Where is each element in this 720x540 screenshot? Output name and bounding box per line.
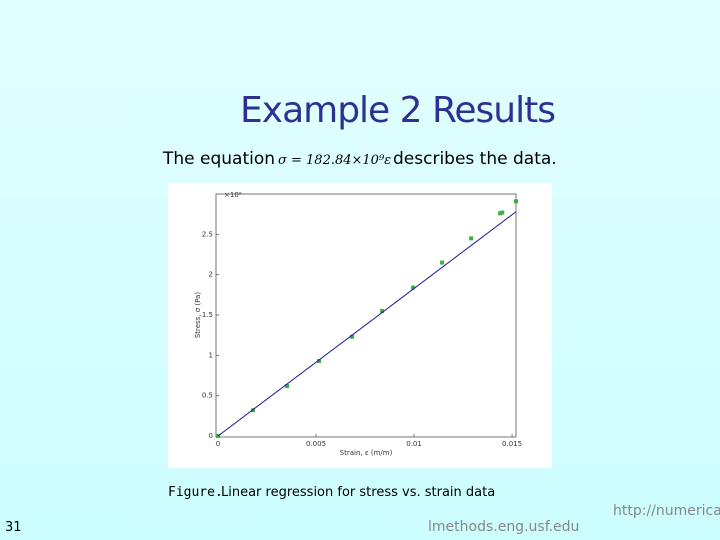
data-point xyxy=(469,236,474,241)
axes-box xyxy=(215,193,517,438)
fit-line xyxy=(217,211,517,437)
data-point xyxy=(500,210,505,215)
data-point xyxy=(316,358,321,363)
data-point xyxy=(498,211,503,216)
y-tick-label: 2 xyxy=(209,271,213,279)
data-point xyxy=(514,199,518,204)
x-tick-label: 0 xyxy=(216,440,220,448)
y-axis-label: Stress, σ (Pa) xyxy=(194,292,202,339)
footer: lmethods.eng.usf.edu xyxy=(428,519,580,535)
trail-text: describes the data. xyxy=(393,149,557,169)
data-point xyxy=(350,334,355,339)
equation: σ = 182.84×10⁹ε xyxy=(278,153,392,168)
chart: ×10⁹ Strain, ε (m/m) Stress, σ (Pa) 0 0.5… xyxy=(168,183,552,468)
data-point xyxy=(440,260,445,265)
y-tick-label: 0 xyxy=(209,432,213,440)
figure-background xyxy=(168,183,552,468)
y-tick-label: 1.5 xyxy=(202,311,213,319)
title: Example 2 Results xyxy=(240,90,556,131)
caption-label: Figure. xyxy=(168,485,223,500)
x-tick-label: 0.01 xyxy=(406,440,422,448)
data-point xyxy=(285,383,290,388)
page-number: 31 xyxy=(5,520,22,535)
url: http://numerica xyxy=(613,503,720,519)
x-tick-label: 0.015 xyxy=(502,440,522,448)
y-tick-label: 0.5 xyxy=(202,392,213,400)
data-point xyxy=(411,285,416,290)
y-tick-label: 2.5 xyxy=(202,230,213,238)
data-point xyxy=(380,308,385,313)
y-tick-label: 1 xyxy=(209,351,213,359)
lead-text: The equation xyxy=(163,149,276,169)
x-tick-label: 0.005 xyxy=(306,440,326,448)
caption: Linear regression for stress vs. strain … xyxy=(221,485,496,500)
y-multiplier: ×10⁹ xyxy=(224,191,242,199)
x-axis-label: Strain, ε (m/m) xyxy=(340,449,393,457)
